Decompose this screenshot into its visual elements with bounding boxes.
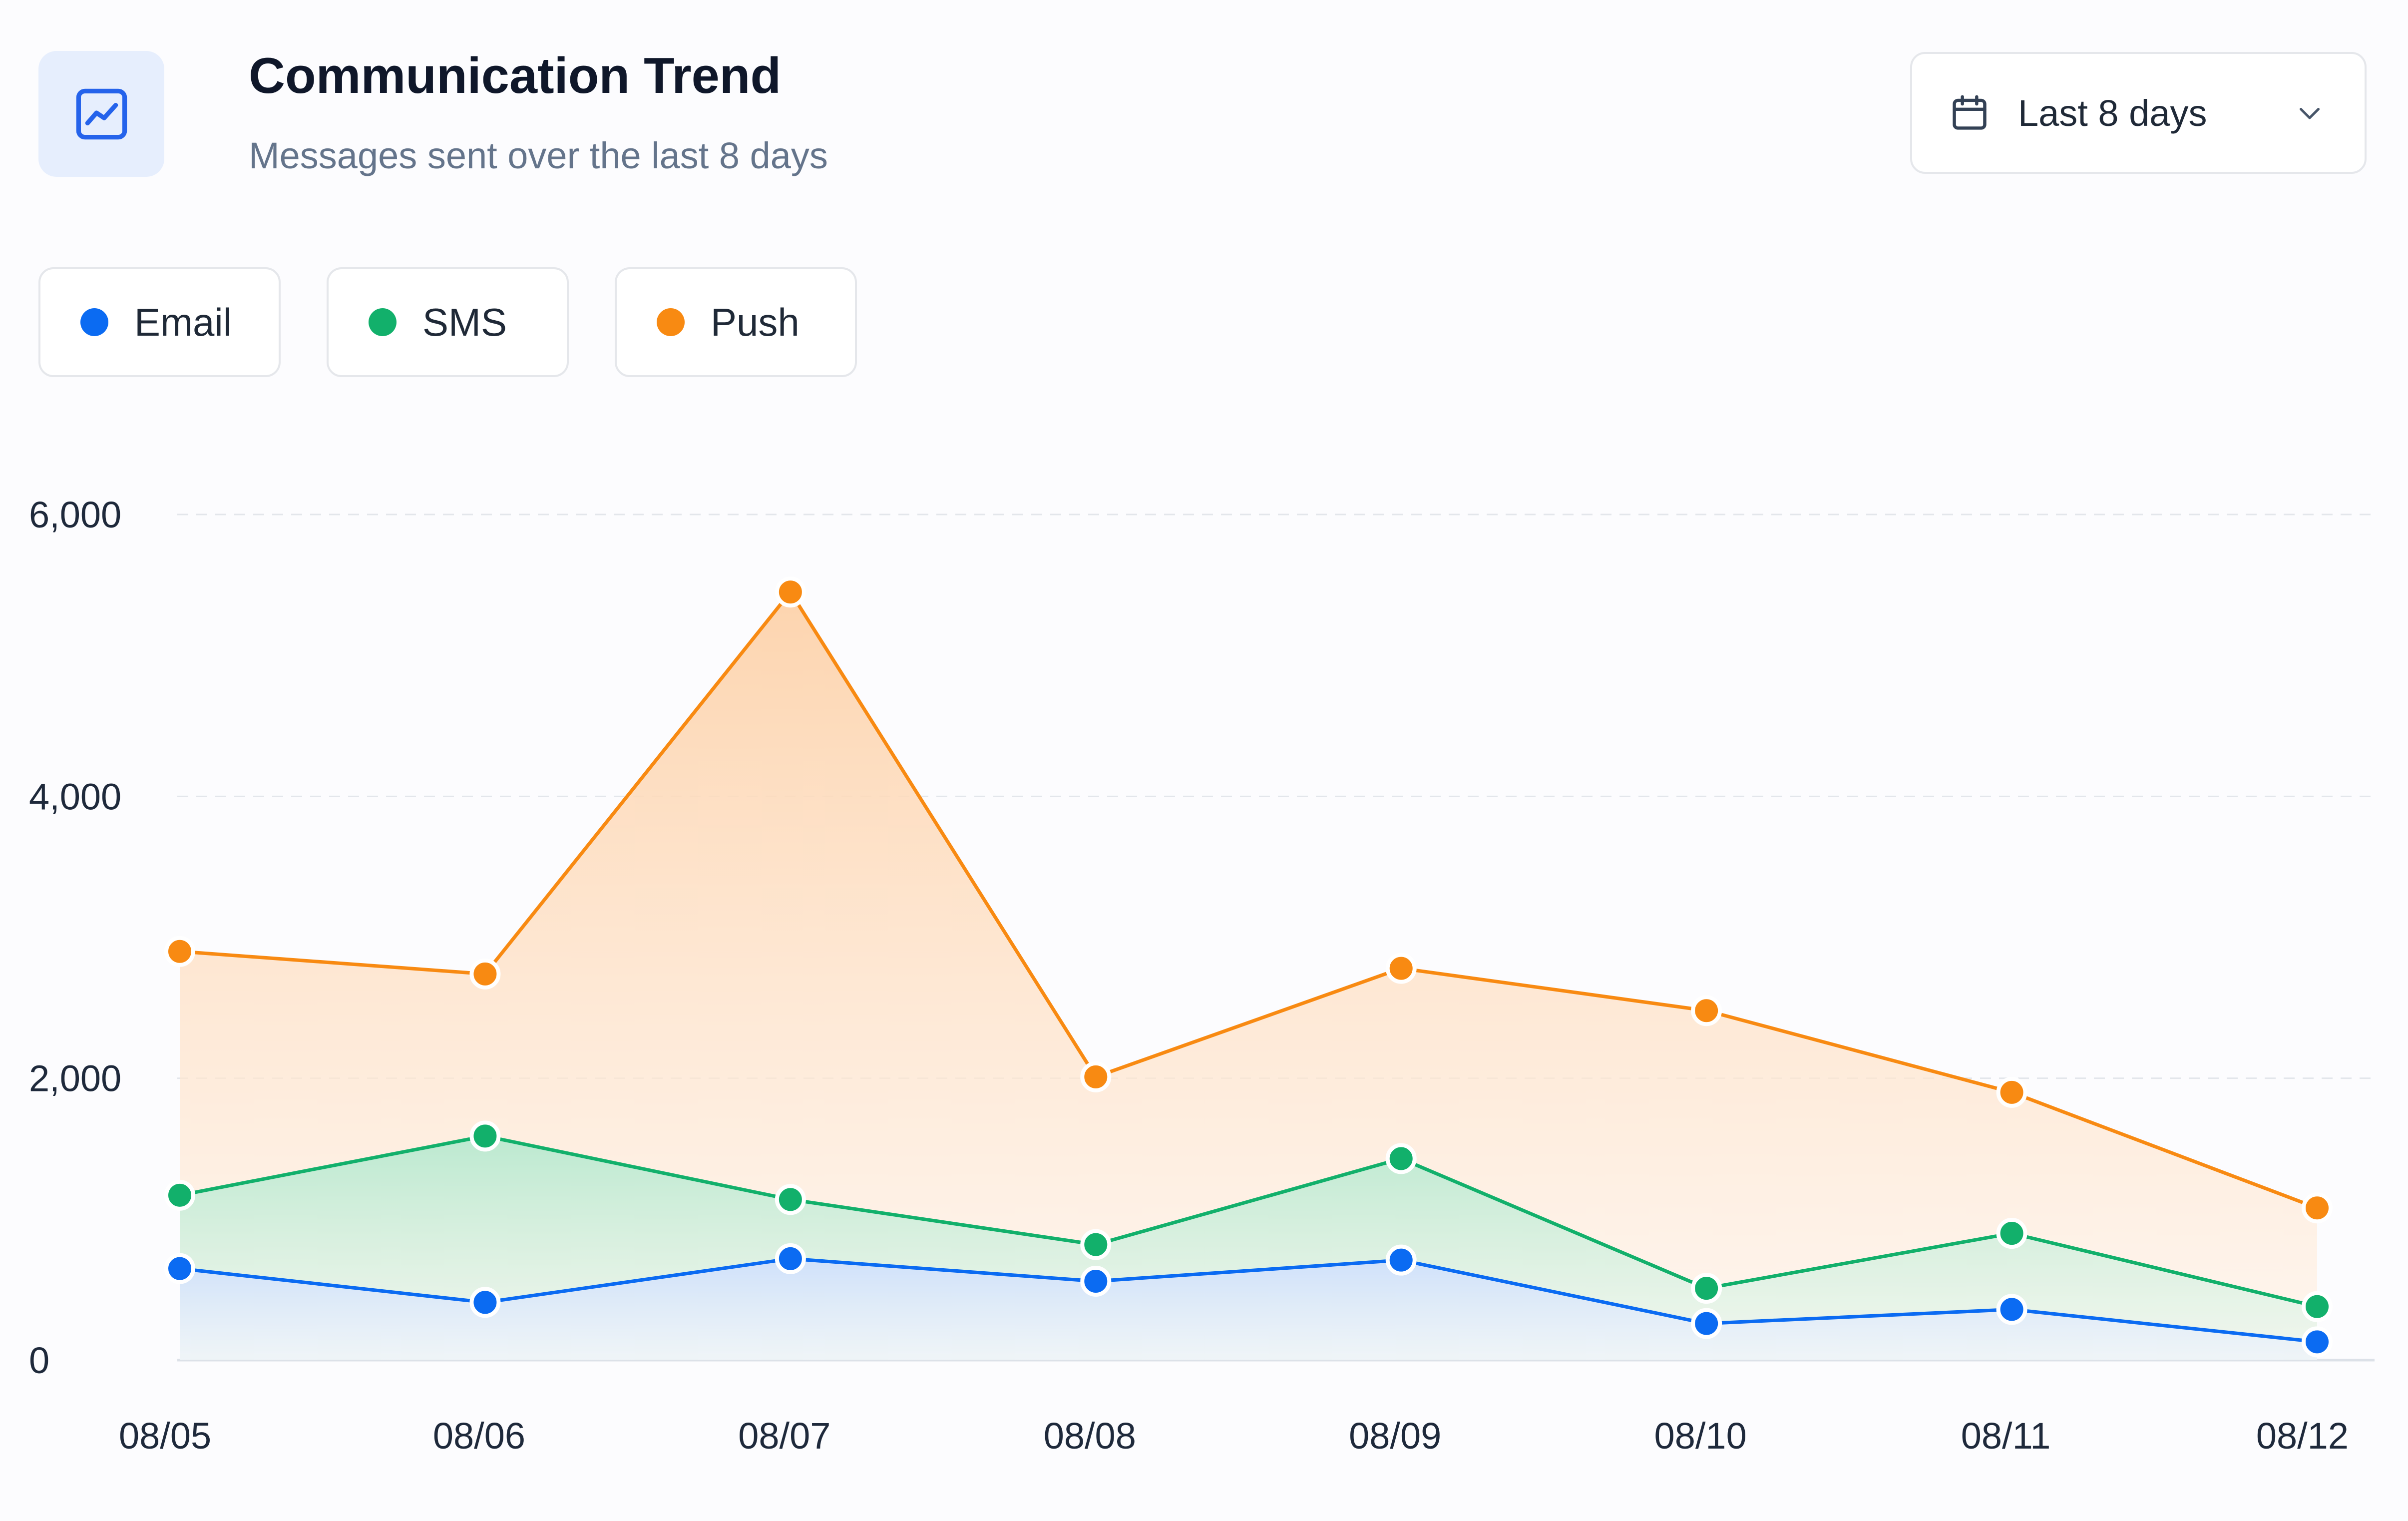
point-sms[interactable] bbox=[1080, 1229, 1112, 1260]
legend-label-sms: SMS bbox=[422, 300, 507, 344]
chart-subtitle: Messages sent over the last 8 days bbox=[249, 135, 828, 176]
point-email[interactable] bbox=[1080, 1265, 1112, 1297]
x-tick-label: 08/07 bbox=[738, 1415, 830, 1457]
point-email[interactable] bbox=[1996, 1294, 2027, 1325]
header-chart-icon-tile bbox=[38, 51, 164, 177]
legend-dot-push bbox=[657, 308, 685, 336]
legend-label-email: Email bbox=[134, 300, 232, 344]
point-email[interactable] bbox=[1691, 1308, 1722, 1339]
x-tick-label: 08/06 bbox=[433, 1415, 525, 1457]
point-sms[interactable] bbox=[775, 1184, 806, 1215]
point-sms[interactable] bbox=[1691, 1273, 1722, 1304]
point-email[interactable] bbox=[1385, 1244, 1417, 1276]
x-tick-label: 08/12 bbox=[2256, 1415, 2349, 1457]
legend-dot-email bbox=[80, 308, 108, 336]
point-push[interactable] bbox=[1080, 1061, 1112, 1092]
point-email[interactable] bbox=[164, 1253, 195, 1284]
axis-labels: 0 2,000 4,000 6,000 08/05 08/06 08/07 08/08 08/0… bbox=[29, 494, 2349, 1457]
chevron-down-icon bbox=[2295, 98, 2325, 128]
point-sms[interactable] bbox=[1385, 1143, 1417, 1174]
point-push[interactable] bbox=[775, 576, 806, 608]
area-fills bbox=[180, 592, 2317, 1360]
point-email[interactable] bbox=[775, 1243, 806, 1274]
area-email bbox=[180, 1258, 2317, 1360]
point-push[interactable] bbox=[2302, 1192, 2333, 1224]
line-sms bbox=[178, 1134, 2319, 1309]
legend-label-push: Push bbox=[711, 300, 800, 344]
point-email[interactable] bbox=[469, 1287, 501, 1318]
data-points bbox=[164, 576, 2333, 1358]
y-tick-label: 0 bbox=[29, 1340, 49, 1381]
x-tick-label: 08/05 bbox=[119, 1415, 211, 1457]
legend-dot-sms bbox=[369, 308, 397, 336]
point-push[interactable] bbox=[1691, 995, 1722, 1026]
point-sms[interactable] bbox=[2302, 1291, 2333, 1322]
x-tick-label: 08/08 bbox=[1044, 1415, 1136, 1457]
legend-item-email[interactable]: Email bbox=[38, 267, 281, 377]
x-tick-label: 08/10 bbox=[1654, 1415, 1747, 1457]
trend-chart-icon bbox=[76, 88, 127, 139]
line-email bbox=[178, 1257, 2319, 1344]
date-range-label: Last 8 days bbox=[2018, 92, 2207, 134]
x-tick-label: 08/11 bbox=[1961, 1415, 2051, 1457]
point-sms[interactable] bbox=[469, 1120, 501, 1152]
point-push[interactable] bbox=[164, 936, 195, 967]
y-tick-label: 4,000 bbox=[29, 776, 121, 817]
x-tick-label: 08/09 bbox=[1349, 1415, 1441, 1457]
chart-legend: Email SMS Push bbox=[38, 267, 857, 377]
point-push[interactable] bbox=[469, 958, 501, 990]
point-email[interactable] bbox=[2302, 1326, 2333, 1358]
series-lines bbox=[178, 590, 2319, 1344]
legend-item-sms[interactable]: SMS bbox=[327, 267, 569, 377]
point-sms[interactable] bbox=[164, 1179, 195, 1211]
point-push[interactable] bbox=[1385, 953, 1417, 984]
chart-title: Communication Trend bbox=[249, 48, 782, 104]
legend-item-push[interactable]: Push bbox=[615, 267, 857, 377]
calendar-icon bbox=[1948, 91, 1991, 134]
y-tick-label: 6,000 bbox=[29, 494, 121, 535]
line-push bbox=[178, 590, 2319, 1210]
point-push[interactable] bbox=[1996, 1076, 2027, 1108]
point-sms[interactable] bbox=[1996, 1218, 2027, 1249]
date-range-select[interactable]: Last 8 days bbox=[1910, 52, 2367, 174]
area-push bbox=[180, 592, 2317, 1360]
y-tick-label: 2,000 bbox=[29, 1058, 121, 1099]
